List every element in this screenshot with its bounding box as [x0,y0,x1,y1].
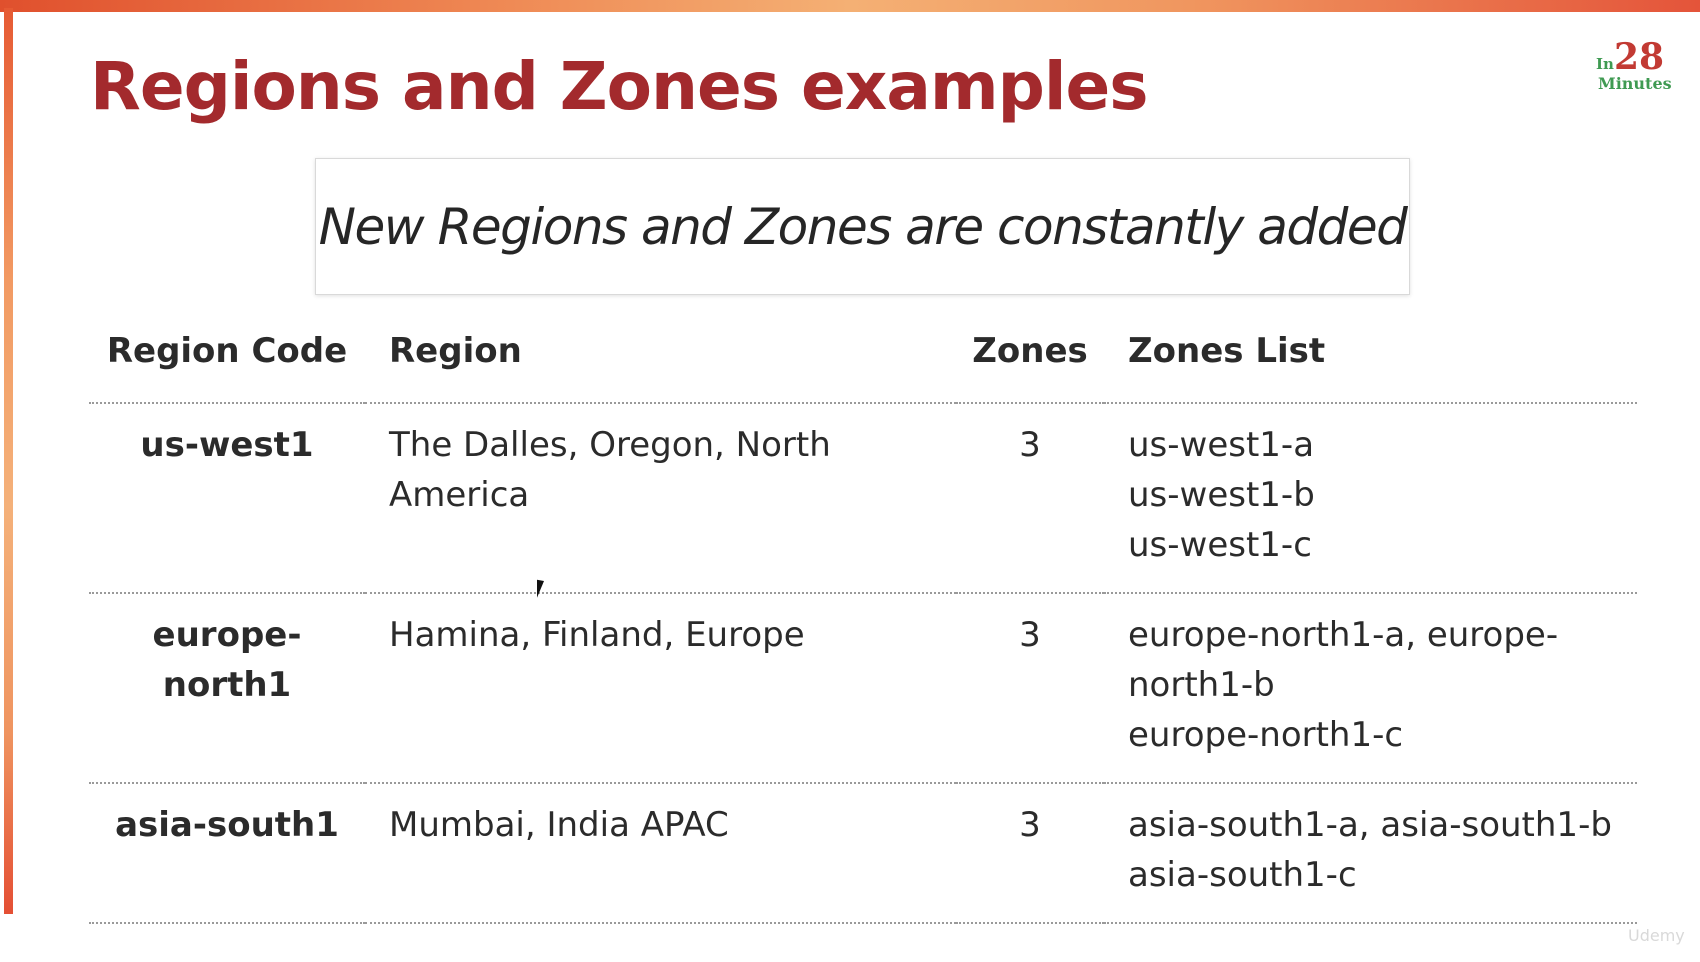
zone-list-line: us-west1-a [1128,425,1315,465]
left-accent-bar [4,8,13,914]
region-code-cell: asia-south1 [89,783,365,924]
callout-text: New Regions and Zones are constantly add… [318,197,1408,256]
header-region: Region [365,326,956,404]
regions-table: Region Code Region Zones Zones List us-w… [89,326,1637,924]
logo-number: 28 [1613,36,1665,78]
region-code-cell: us-west1 [89,403,365,594]
zone-list-line: us-west1-c [1128,525,1312,565]
slide-title: Regions and Zones examples [90,48,1149,125]
logo-word: Minutes [1598,74,1672,93]
zones-list-cell: us-west1-a us-west1-b us-west1-c [1104,403,1637,594]
zones-count-cell: 3 [956,593,1104,784]
region-cell: Hamina, Finland, Europe [365,593,956,784]
zones-list-cell: europe-north1-a, europe-north1-b europe-… [1104,593,1637,784]
top-accent-bar [0,0,1700,12]
table-row: asia-south1 Mumbai, India APAC 3 asia-so… [89,783,1637,924]
zone-list-line: asia-south1-a, asia-south1-b [1128,805,1612,845]
region-cell: Mumbai, India APAC [365,783,956,924]
header-zones: Zones [956,326,1104,404]
header-region-code: Region Code [89,326,365,404]
zone-list-line: asia-south1-c [1128,855,1357,895]
in28minutes-logo: In28 Minutes [1596,36,1680,93]
zones-count-cell: 3 [956,403,1104,594]
zones-list-cell: asia-south1-a, asia-south1-b asia-south1… [1104,783,1637,924]
zones-count-cell: 3 [956,783,1104,924]
zone-list-line: us-west1-b [1128,475,1315,515]
region-code-cell: europe-north1 [89,593,365,784]
table-row: us-west1 The Dalles, Oregon, North Ameri… [89,403,1637,594]
zone-list-line: europe-north1-c [1128,715,1404,755]
mouse-cursor-icon [537,579,551,601]
table-row: europe-north1 Hamina, Finland, Europe 3 … [89,593,1637,784]
udemy-watermark: Udemy [1628,926,1685,945]
header-zones-list: Zones List [1104,326,1637,404]
region-cell: The Dalles, Oregon, North America [365,403,956,594]
callout-box: New Regions and Zones are constantly add… [315,158,1410,295]
table-header-row: Region Code Region Zones Zones List [89,326,1637,404]
logo-prefix: In [1596,55,1614,73]
zone-list-line: europe-north1-a, europe-north1-b [1128,615,1559,705]
